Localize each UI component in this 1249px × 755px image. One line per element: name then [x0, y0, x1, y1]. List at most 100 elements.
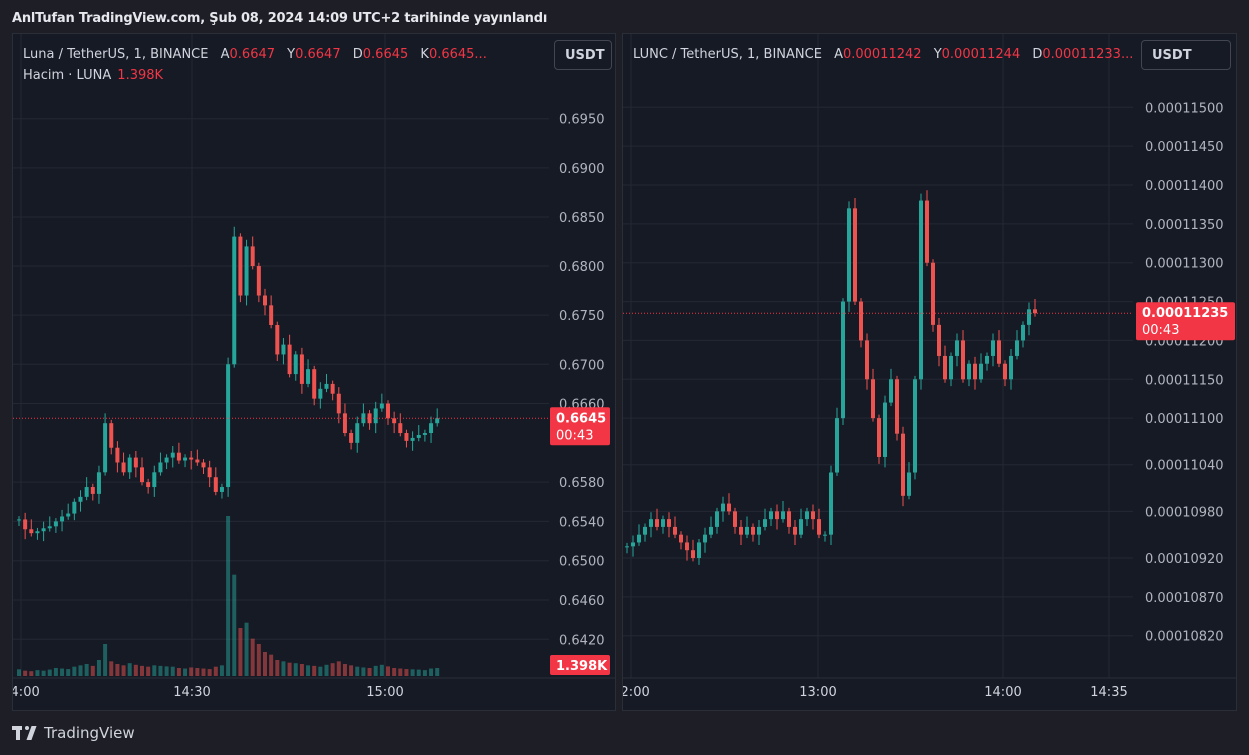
- luna-candle: [404, 433, 409, 441]
- luna-volume-label[interactable]: Hacim · LUNA: [23, 68, 112, 83]
- lunc-chart-canvas[interactable]: 0.00011500 0.00011450 0.00011400 0.00011350…: [623, 34, 1237, 711]
- lunc-currency-button[interactable]: USDT: [1141, 40, 1231, 70]
- lunc-candle: [691, 550, 695, 558]
- lunc-candle: [685, 542, 689, 551]
- luna-close-value: 0.6645...: [428, 47, 487, 62]
- luna-volume-bar: [349, 665, 354, 676]
- luna-volume-value: 1.398K: [117, 68, 164, 83]
- lunc-candle: [943, 355, 947, 380]
- luna-volume-bar: [232, 574, 237, 676]
- lunc-candle: [871, 379, 875, 419]
- lunc-candle: [805, 511, 809, 520]
- luna-volume-bar: [47, 669, 52, 676]
- luna-volume-bar: [170, 666, 175, 676]
- luna-volume-bar: [318, 666, 323, 676]
- lunc-y-tick-label: 0.00011040: [1145, 459, 1224, 474]
- luna-x-tick-label: 15:00: [366, 685, 403, 700]
- luna-volume-bar: [244, 622, 249, 676]
- luna-volume-bar: [201, 668, 206, 676]
- lunc-y-tick-label: 0.00011350: [1145, 218, 1224, 233]
- luna-chart-panel[interactable]: 0.6950 0.6900 0.6850 0.6800 0.6750 0.6700 0.66…: [12, 33, 616, 711]
- lunc-y-tick-label: 0.00011500: [1145, 101, 1224, 116]
- luna-volume-bar: [84, 664, 89, 676]
- lunc-x-tick-label: 13:00: [799, 685, 836, 700]
- luna-chart-canvas[interactable]: 0.6950 0.6900 0.6850 0.6800 0.6750 0.6700 0.66…: [13, 34, 616, 711]
- luna-volume-bar: [250, 638, 255, 676]
- luna-volume-bar: [72, 666, 77, 676]
- lunc-candle: [823, 534, 827, 536]
- luna-volume-bar: [342, 664, 347, 676]
- luna-volume-bar: [299, 664, 304, 676]
- lunc-candle: [847, 208, 851, 302]
- luna-y-tick-label: 0.6540: [559, 515, 605, 530]
- luna-candle: [176, 452, 181, 461]
- lunc-candle: [877, 418, 881, 457]
- luna-y-tick-label: 0.6420: [559, 633, 605, 648]
- lunc-candle: [637, 534, 641, 543]
- publish-header: AnlTufan TradingView.com, Şub 08, 2024 1…: [12, 11, 548, 26]
- luna-volume-bar: [361, 667, 366, 676]
- luna-candle: [336, 393, 341, 414]
- luna-candle: [299, 354, 304, 384]
- lunc-candle: [841, 301, 845, 419]
- luna-volume-bar: [226, 516, 231, 676]
- lunc-candle: [1027, 309, 1031, 325]
- luna-volume-bar: [435, 668, 440, 676]
- footer-brand[interactable]: TradingView: [12, 724, 135, 742]
- luna-candle: [146, 482, 151, 488]
- luna-candle: [232, 236, 237, 365]
- tradingview-logo-icon: [12, 726, 38, 740]
- lunc-candle: [769, 511, 773, 520]
- lunc-chart-panel[interactable]: 0.00011500 0.00011450 0.00011400 0.00011350…: [622, 33, 1237, 711]
- lunc-candle: [1021, 324, 1025, 341]
- luna-candle: [207, 467, 212, 478]
- luna-volume-bar: [176, 668, 181, 676]
- luna-volume-bar: [256, 644, 261, 676]
- luna-candle: [226, 364, 231, 488]
- luna-low-value: 0.6645: [362, 47, 409, 62]
- lunc-high-value: 0.00011244: [941, 47, 1021, 62]
- luna-candle: [133, 457, 138, 468]
- luna-candle: [121, 462, 126, 473]
- luna-candle: [60, 516, 65, 522]
- lunc-x-tick-label: 12:00: [623, 685, 650, 700]
- luna-candle: [410, 437, 415, 441]
- luna-candle: [140, 467, 144, 483]
- lunc-y-tick-label: 0.00011150: [1145, 373, 1224, 388]
- luna-candle: [219, 487, 224, 492]
- luna-candle: [47, 526, 52, 529]
- luna-volume-bar: [35, 670, 40, 676]
- luna-volume-bar: [398, 668, 403, 676]
- luna-high-value: 0.6647: [295, 47, 341, 62]
- luna-volume-bar: [121, 665, 126, 676]
- lunc-candle: [703, 534, 707, 543]
- lunc-candle: [799, 519, 803, 535]
- lunc-candle: [655, 519, 659, 527]
- lunc-candle: [667, 519, 671, 527]
- luna-candle: [238, 236, 243, 296]
- lunc-candle: [643, 526, 647, 535]
- luna-volume-bar: [183, 668, 188, 676]
- luna-volume-badge-value: 1.398K: [556, 659, 608, 674]
- luna-volume-bar: [219, 665, 224, 676]
- luna-volume-bar: [269, 654, 274, 676]
- luna-candle: [379, 403, 384, 409]
- luna-last-price-value: 0.6645: [556, 411, 606, 426]
- luna-candle: [78, 496, 83, 502]
- luna-candle: [17, 519, 21, 521]
- lunc-candle: [895, 379, 899, 434]
- lunc-candle: [727, 503, 731, 512]
- luna-volume-bar: [127, 663, 132, 676]
- lunc-symbol[interactable]: LUNC / TetherUS, 1, BINANCE: [633, 47, 822, 62]
- lunc-y-tick-label: 0.00011450: [1145, 140, 1224, 155]
- lunc-candle: [679, 534, 683, 543]
- luna-volume-bar: [386, 666, 390, 676]
- luna-candle: [398, 423, 403, 434]
- luna-candle: [213, 477, 218, 492]
- luna-currency-button[interactable]: USDT: [554, 40, 612, 70]
- luna-volume-bar: [336, 661, 341, 676]
- luna-volume-bar: [293, 663, 298, 676]
- luna-symbol[interactable]: Luna / TetherUS, 1, BINANCE: [23, 47, 209, 62]
- lunc-candle: [751, 526, 755, 535]
- luna-candle: [293, 354, 298, 375]
